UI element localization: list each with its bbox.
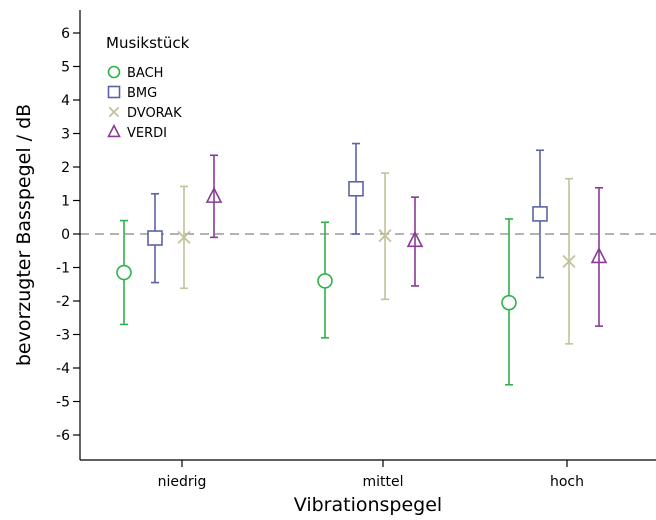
y-axis-title: bevorzugter Basspegel / dB bbox=[13, 104, 35, 366]
marker-triangle bbox=[406, 230, 424, 248]
y-tick-label: 6 bbox=[61, 26, 70, 42]
legend-item-verdi: VERDI bbox=[107, 123, 167, 141]
series-bmg bbox=[147, 142, 548, 284]
legend-label: BACH bbox=[127, 66, 163, 81]
marker-square bbox=[532, 206, 548, 222]
marker-triangle bbox=[107, 123, 121, 138]
marker-x bbox=[562, 254, 576, 269]
x-tick-label: niedrig bbox=[158, 474, 207, 490]
x-axis-title: Vibrationspegel bbox=[294, 494, 442, 516]
marker-circle bbox=[107, 65, 121, 79]
marker-x bbox=[177, 230, 191, 244]
error-bar bbox=[348, 142, 364, 235]
legend-label: BMG bbox=[127, 86, 157, 101]
legend-title: Musikstück bbox=[106, 34, 190, 52]
error-bar bbox=[147, 193, 163, 284]
marker-circle bbox=[317, 273, 333, 289]
error-bar bbox=[205, 154, 223, 239]
error-bar bbox=[590, 186, 608, 327]
y-tick-label: -1 bbox=[56, 261, 70, 277]
marker-square bbox=[107, 85, 121, 99]
y-tick-label: 2 bbox=[61, 160, 70, 176]
y-tick-label: 1 bbox=[61, 194, 70, 210]
error-bar bbox=[378, 172, 392, 301]
legend-label: VERDI bbox=[127, 126, 167, 141]
error-bar bbox=[116, 219, 132, 326]
y-tick-label: -4 bbox=[56, 361, 70, 377]
legend-label: DVORAK bbox=[127, 106, 182, 121]
error-bar bbox=[177, 185, 191, 290]
series-dvorak bbox=[177, 172, 576, 345]
marker-x bbox=[108, 106, 120, 118]
marker-triangle bbox=[205, 186, 223, 203]
legend-item-bmg: BMG bbox=[107, 85, 157, 101]
y-tick-label: -3 bbox=[56, 328, 70, 344]
y-tick-label: -6 bbox=[56, 428, 70, 444]
series-bach bbox=[116, 218, 517, 386]
series-verdi bbox=[205, 154, 608, 327]
marker-triangle bbox=[590, 246, 608, 264]
y-tick-label: -2 bbox=[56, 294, 70, 310]
y-tick-label: -5 bbox=[56, 395, 70, 411]
y-tick-label: 0 bbox=[61, 227, 70, 243]
marker-circle bbox=[116, 264, 132, 281]
legend-item-bach: BACH bbox=[107, 65, 163, 81]
error-bar bbox=[406, 196, 424, 287]
error-bar bbox=[562, 177, 576, 345]
error-bar bbox=[532, 149, 548, 279]
marker-x bbox=[378, 229, 392, 243]
error-bar bbox=[501, 218, 517, 386]
marker-square bbox=[348, 180, 364, 197]
error-bar bbox=[317, 221, 333, 339]
legend: Musikstück BACH BMG DVORAK VERDI bbox=[106, 34, 190, 141]
y-tick-label: 3 bbox=[61, 127, 70, 143]
marker-square bbox=[147, 230, 163, 246]
legend-item-dvorak: DVORAK bbox=[108, 106, 182, 121]
x-tick-label: mittel bbox=[362, 474, 403, 490]
y-tick-label: 5 bbox=[61, 60, 70, 76]
y-tick-label: 4 bbox=[61, 93, 70, 109]
marker-circle bbox=[501, 294, 517, 311]
x-tick-label: hoch bbox=[550, 474, 584, 490]
